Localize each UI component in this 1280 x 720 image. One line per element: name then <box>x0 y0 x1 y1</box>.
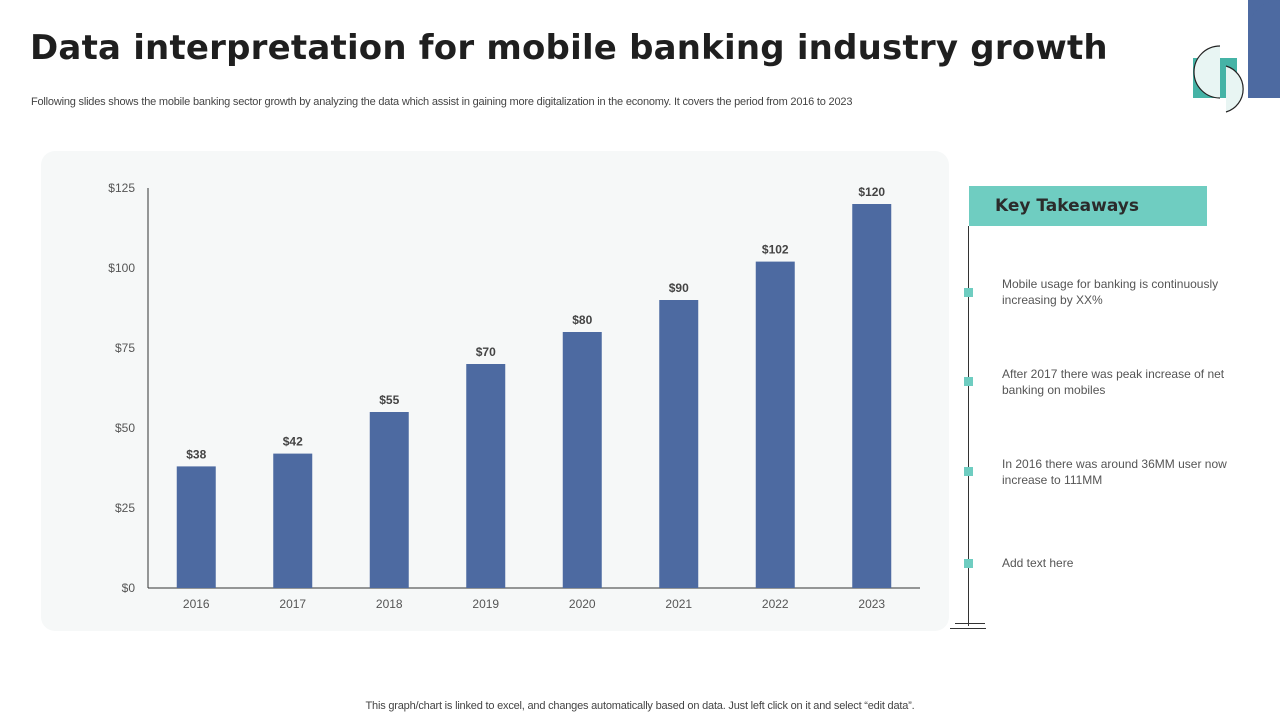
bar-2020[interactable] <box>562 332 602 588</box>
x-tick-label: 2022 <box>762 597 789 611</box>
key-takeaways-title: Key Takeaways <box>995 196 1139 216</box>
bar-2016[interactable] <box>176 466 216 588</box>
bar-2017[interactable] <box>273 453 313 588</box>
bar-2021[interactable] <box>659 300 699 588</box>
takeaway-item: Add text here <box>1002 556 1074 570</box>
decorative-shapes-icon <box>1193 0 1280 113</box>
bar-2023[interactable] <box>852 204 892 588</box>
takeaway-item: In 2016 there was around 36MM user now i… <box>1002 457 1227 487</box>
data-label: $120 <box>858 185 885 199</box>
y-tick-label: $50 <box>115 421 135 435</box>
bullet-marker-icon <box>964 377 973 386</box>
bar-chart[interactable]: $0 $25 $50 $75 $100 $125 $38 2016 $42 2017 $55 2018… <box>41 151 949 631</box>
data-label: $38 <box>186 447 206 461</box>
x-tick-label: 2021 <box>665 597 692 611</box>
bar-2018[interactable] <box>369 412 409 588</box>
key-takeaways-header: Key Takeaways <box>969 186 1207 226</box>
timeline-line <box>968 226 969 626</box>
data-label: $70 <box>476 345 496 359</box>
y-tick-label: $100 <box>108 261 135 275</box>
bar-2022[interactable] <box>755 261 795 588</box>
x-tick-label: 2023 <box>858 597 885 611</box>
bullet-marker-icon <box>964 559 973 568</box>
x-tick-label: 2018 <box>376 597 403 611</box>
page-title: Data interpretation for mobile banking i… <box>30 28 1108 68</box>
y-tick-label: $25 <box>115 501 135 515</box>
y-tick-label: $0 <box>122 581 136 595</box>
x-tick-label: 2017 <box>279 597 306 611</box>
data-label: $42 <box>283 435 303 449</box>
y-tick-label: $125 <box>108 181 135 195</box>
page-subtitle: Following slides shows the mobile bankin… <box>31 96 853 108</box>
data-label: $90 <box>669 281 689 295</box>
bullet-marker-icon <box>964 288 973 297</box>
data-label: $102 <box>762 243 789 257</box>
x-tick-label: 2019 <box>472 597 499 611</box>
timeline-base <box>955 623 985 624</box>
data-label: $55 <box>379 393 399 407</box>
takeaway-item: After 2017 there was peak increase of ne… <box>1002 367 1225 397</box>
chart-panel[interactable]: $0 $25 $50 $75 $100 $125 $38 2016 $42 2017 $55 2018… <box>41 151 949 631</box>
footer-note: This graph/chart is linked to excel, and… <box>365 700 915 712</box>
takeaway-item: Mobile usage for banking is continuously… <box>1002 277 1219 307</box>
x-tick-label: 2020 <box>569 597 596 611</box>
key-takeaways-panel: Key Takeaways Mobile usage for banking i… <box>950 180 1280 640</box>
data-label: $80 <box>572 313 592 327</box>
x-tick-label: 2016 <box>183 597 210 611</box>
timeline-base <box>950 628 986 629</box>
bar-2019[interactable] <box>466 364 506 588</box>
y-tick-label: $75 <box>115 341 135 355</box>
bullet-marker-icon <box>964 467 973 476</box>
